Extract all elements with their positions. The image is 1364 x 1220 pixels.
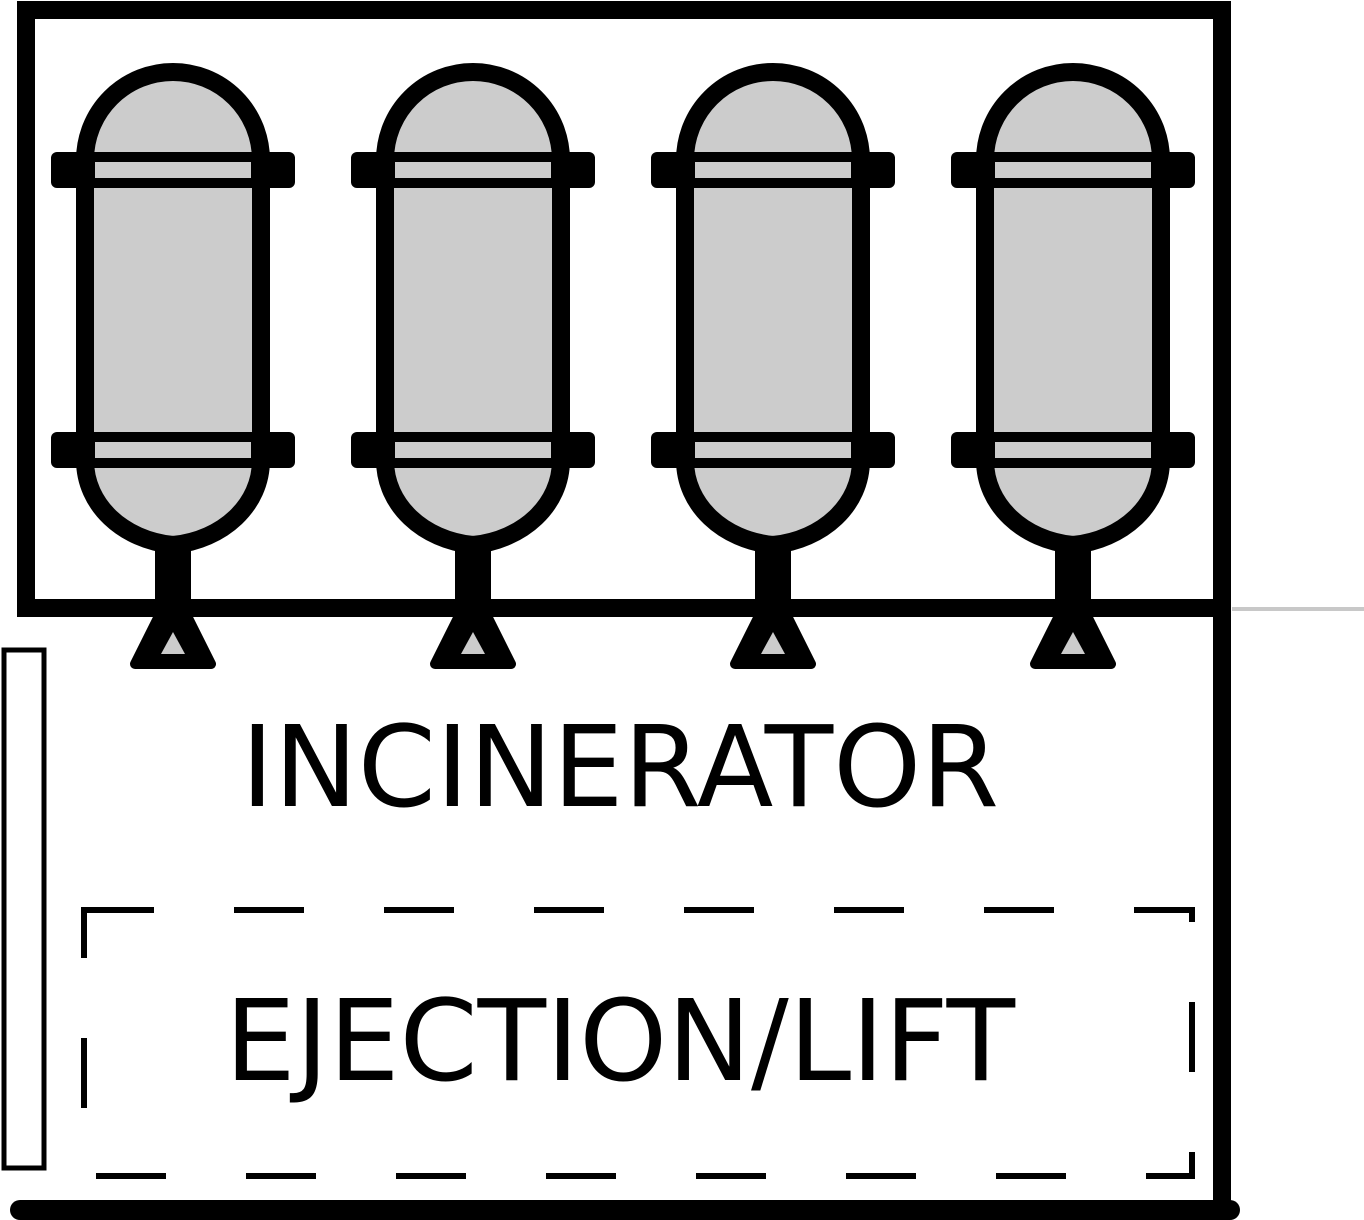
ejection-lift-label: EJECTION/LIFT (225, 977, 1016, 1107)
tanks-group (51, 63, 1195, 669)
tank-3 (651, 63, 895, 669)
tank-body (76, 63, 270, 554)
tank-body (976, 63, 1170, 554)
tank-1 (51, 63, 295, 669)
tank-lower-band (395, 442, 551, 458)
tank-nozzle-inner (161, 632, 185, 654)
incinerator-label: INCINERATOR (241, 703, 999, 833)
tank-nozzle-inner (1061, 632, 1085, 654)
tank-upper-band (995, 162, 1151, 178)
tank-nozzle-inner (461, 632, 485, 654)
tank-4 (951, 63, 1195, 669)
tank-lower-band (695, 442, 851, 458)
door-panel (1, 647, 47, 1171)
tank-2 (351, 63, 595, 669)
tank-upper-band (95, 162, 251, 178)
tank-lower-band (995, 442, 1151, 458)
ejection-lift-zone (81, 907, 1195, 1179)
tank-body (676, 63, 870, 554)
tank-upper-band (395, 162, 551, 178)
tank-lower-band (95, 442, 251, 458)
tank-body (376, 63, 570, 554)
tank-nozzle-inner (761, 632, 785, 654)
tank-upper-band (695, 162, 851, 178)
